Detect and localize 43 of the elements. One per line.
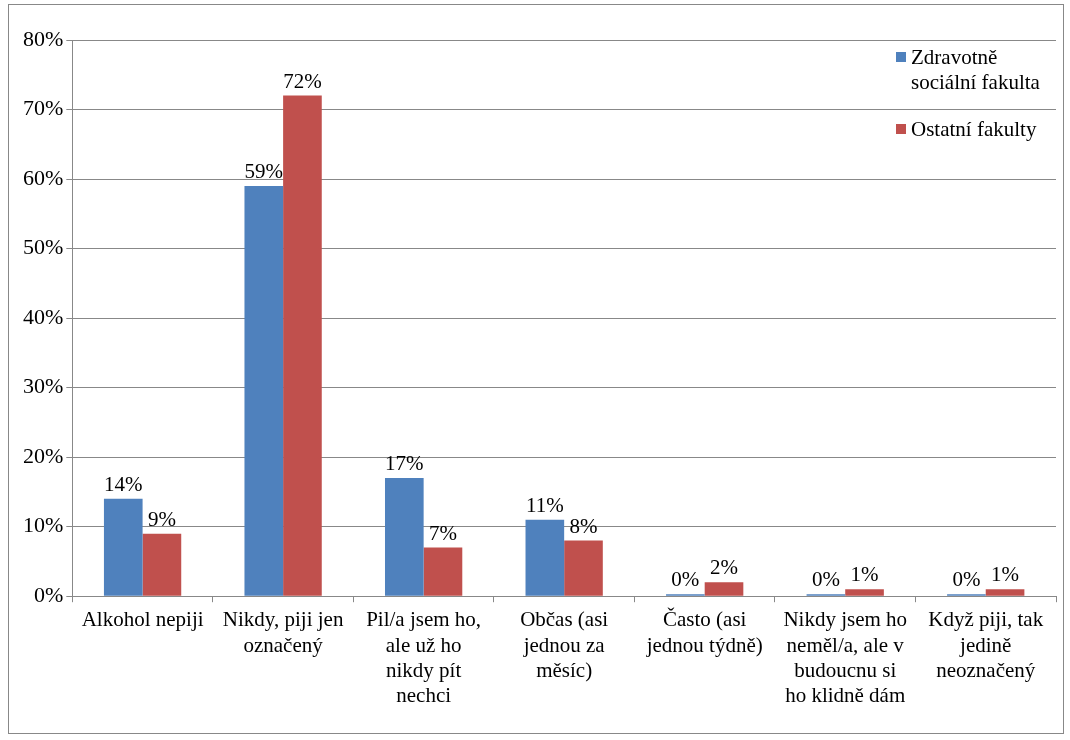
bar — [244, 186, 284, 596]
bar — [985, 589, 1025, 596]
x-tick-label: Občas (asi jednou za měsíc) — [520, 607, 609, 682]
x-tick-label: Alkohol nepiji — [81, 607, 204, 632]
y-tick-label: 30% — [23, 373, 64, 399]
bar — [704, 582, 744, 596]
bar — [525, 519, 565, 596]
bar — [845, 589, 884, 596]
data-label: 11% — [525, 492, 564, 517]
data-label: 7% — [428, 520, 457, 545]
y-tick-label: 10% — [23, 512, 64, 538]
data-label: 0% — [671, 567, 700, 592]
data-label: 9% — [147, 506, 176, 531]
data-label: 17% — [385, 451, 424, 476]
y-tick-label: 40% — [23, 303, 64, 329]
y-tick-label: 80% — [23, 25, 64, 51]
data-label: 0% — [811, 567, 840, 592]
x-tick-label: Když piji, tak jedině neoznačený — [928, 607, 1044, 682]
bar — [103, 498, 143, 596]
y-tick-label: 20% — [23, 442, 64, 468]
bar — [142, 533, 182, 596]
data-label: 8% — [569, 513, 598, 538]
data-label: 72% — [283, 68, 322, 93]
legend-label: Ostatní fakulty — [911, 117, 1037, 142]
data-label: 0% — [952, 567, 981, 592]
y-tick-label: 0% — [34, 581, 64, 607]
y-tick-label: 60% — [23, 164, 64, 190]
legend-label: Zdravotně sociální fakulta — [911, 45, 1041, 95]
x-tick-label: Často (asi jednou týdně) — [645, 607, 763, 657]
bar — [283, 95, 322, 596]
y-tick-label: 70% — [23, 95, 64, 121]
data-label: 1% — [850, 562, 879, 587]
y-tick-label: 50% — [23, 234, 64, 260]
data-label: 1% — [991, 562, 1020, 587]
x-tick-label: Nikdy jsem ho neměl/a, ale v budoucnu si ho klidně dám — [783, 607, 908, 707]
bar — [564, 540, 603, 596]
data-label: 14% — [104, 471, 143, 496]
x-tick-label: Pil/a jsem ho, ale už ho nikdy pít nechci — [366, 607, 482, 707]
data-label: 59% — [244, 159, 284, 184]
x-tick-label: Nikdy, piji jen označený — [222, 607, 344, 657]
bar — [423, 547, 463, 596]
bar — [384, 478, 424, 596]
data-label: 2% — [710, 555, 739, 580]
